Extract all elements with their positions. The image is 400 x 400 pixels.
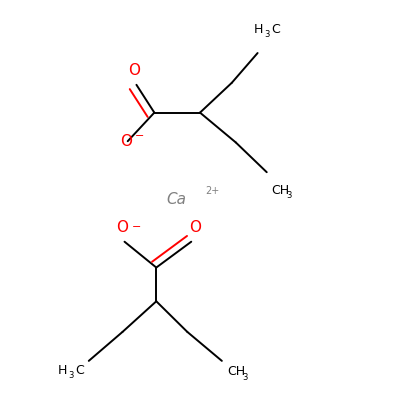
Text: C: C — [75, 364, 84, 376]
Text: H: H — [58, 364, 67, 376]
Text: O: O — [189, 220, 201, 234]
Text: −: − — [132, 222, 141, 232]
Text: −: − — [135, 132, 144, 142]
Text: 3: 3 — [265, 30, 270, 39]
Text: 3: 3 — [286, 191, 292, 200]
Text: CH: CH — [272, 184, 290, 196]
Text: CH: CH — [227, 365, 245, 378]
Text: C: C — [272, 23, 280, 36]
Text: O: O — [120, 134, 132, 149]
Text: O: O — [128, 63, 140, 78]
Text: H: H — [254, 23, 264, 36]
Text: O: O — [116, 220, 128, 234]
Text: 3: 3 — [68, 371, 74, 380]
Text: Ca: Ca — [166, 192, 186, 208]
Text: 2+: 2+ — [205, 186, 219, 196]
Text: 3: 3 — [242, 373, 248, 382]
